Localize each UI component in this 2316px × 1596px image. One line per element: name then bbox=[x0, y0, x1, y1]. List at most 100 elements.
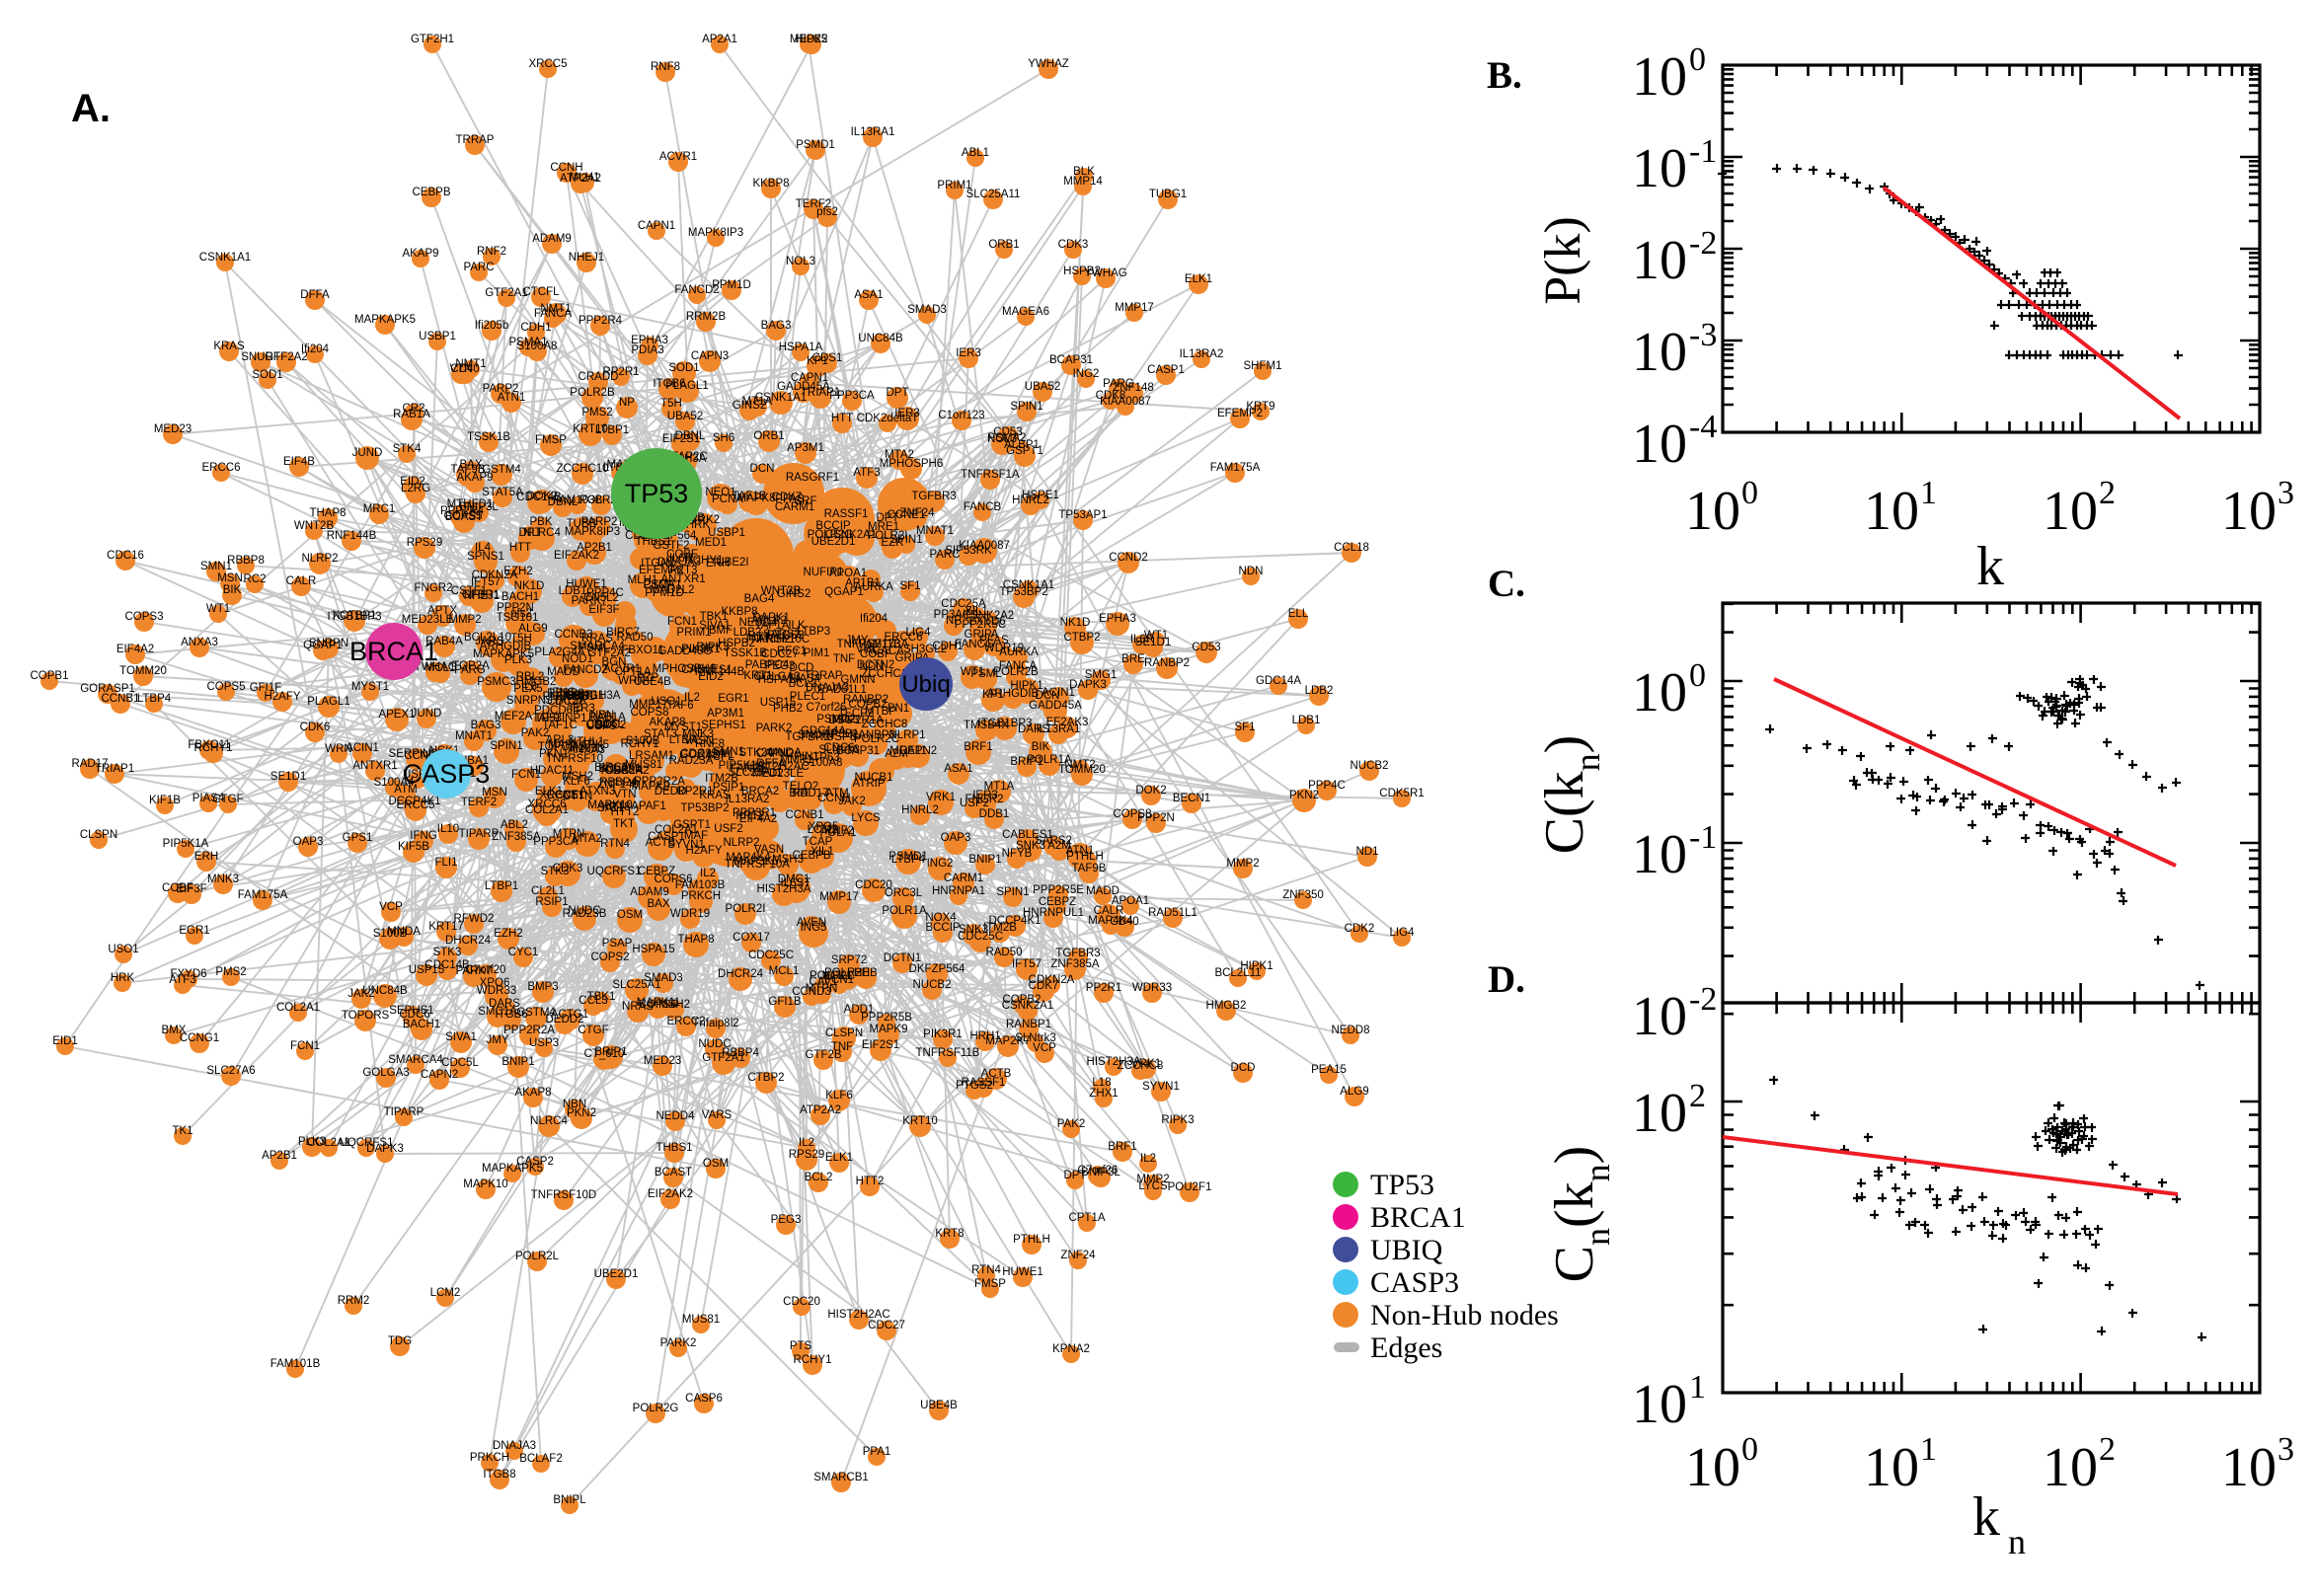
svg-text:NK1D: NK1D bbox=[1060, 617, 1091, 629]
svg-text:GTF2B: GTF2B bbox=[805, 1049, 841, 1061]
svg-text:CCNB1: CCNB1 bbox=[786, 809, 824, 821]
svg-text:AP2B1: AP2B1 bbox=[577, 542, 612, 554]
svg-text:CAPN1: CAPN1 bbox=[638, 220, 675, 232]
svg-text:MED1: MED1 bbox=[695, 537, 727, 549]
svg-text:TAF9: TAF9 bbox=[532, 713, 559, 724]
svg-text:PN1: PN1 bbox=[888, 703, 909, 715]
svg-text:RASGRF1: RASGRF1 bbox=[786, 472, 839, 484]
svg-text:IER3: IER3 bbox=[956, 347, 981, 359]
svg-text:LTBP1: LTBP1 bbox=[595, 424, 629, 436]
svg-text:CTCF: CTCF bbox=[644, 579, 674, 591]
svg-text:SMAD3: SMAD3 bbox=[907, 304, 947, 316]
svg-text:TRRAP: TRRAP bbox=[805, 670, 843, 682]
svg-text:AKAP8: AKAP8 bbox=[649, 717, 685, 728]
svg-text:RFC1: RFC1 bbox=[777, 646, 807, 657]
svg-text:HSPA15: HSPA15 bbox=[632, 944, 674, 955]
svg-text:TELO2: TELO2 bbox=[783, 781, 818, 793]
svg-text:HTT2: HTT2 bbox=[856, 1176, 885, 1187]
svg-text:SLC27A6: SLC27A6 bbox=[206, 1065, 255, 1077]
svg-text:LCM2: LCM2 bbox=[430, 1287, 461, 1299]
svg-text:DPT: DPT bbox=[519, 527, 542, 539]
svg-text:CEBPZ: CEBPZ bbox=[1039, 896, 1076, 908]
svg-text:FAM175A: FAM175A bbox=[238, 889, 288, 901]
svg-text:RAD23A: RAD23A bbox=[669, 755, 714, 767]
svg-text:ALG9: ALG9 bbox=[518, 623, 547, 635]
svg-text:XCTBP1: XCTBP1 bbox=[333, 610, 377, 622]
svg-text:k: k bbox=[1972, 1486, 2000, 1548]
svg-text:ORC3L: ORC3L bbox=[885, 887, 923, 899]
svg-text:WDR19: WDR19 bbox=[670, 908, 710, 920]
svg-text:CDC16: CDC16 bbox=[107, 550, 144, 562]
svg-text:COPS3: COPS3 bbox=[125, 611, 164, 623]
svg-text:10: 10 bbox=[1632, 230, 1687, 291]
svg-text:PZP: PZP bbox=[637, 672, 659, 684]
svg-text:HTT: HTT bbox=[509, 542, 531, 554]
svg-text:EGR1: EGR1 bbox=[718, 693, 748, 705]
svg-text:CLSPN: CLSPN bbox=[80, 829, 117, 841]
svg-text:UBIQ: UBIQ bbox=[1370, 1234, 1443, 1266]
svg-text:MAPK8IP3: MAPK8IP3 bbox=[688, 227, 743, 239]
svg-text:JMY: JMY bbox=[487, 1034, 509, 1046]
svg-text:PPM1D: PPM1D bbox=[712, 279, 751, 291]
svg-text:PTS: PTS bbox=[790, 1340, 812, 1352]
svg-text:GRIPA: GRIPA bbox=[965, 629, 999, 641]
svg-text:CN5L2: CN5L2 bbox=[583, 592, 619, 604]
svg-text:PEA15: PEA15 bbox=[1311, 1064, 1347, 1076]
svg-text:10: 10 bbox=[1864, 481, 1919, 542]
svg-text:SHFM1: SHFM1 bbox=[1244, 360, 1282, 372]
svg-text:IL2: IL2 bbox=[799, 1137, 814, 1149]
svg-text:DCN: DCN bbox=[1036, 690, 1060, 702]
svg-text:FCN1: FCN1 bbox=[290, 1040, 320, 1052]
svg-text:B.: B. bbox=[1487, 54, 1522, 97]
svg-text:ANXA3: ANXA3 bbox=[181, 637, 218, 648]
svg-text:-2: -2 bbox=[1689, 225, 1717, 262]
svg-text:IFT57: IFT57 bbox=[471, 576, 501, 588]
svg-text:EID2: EID2 bbox=[698, 671, 724, 683]
svg-text:CCNG1: CCNG1 bbox=[180, 1032, 219, 1044]
svg-text:TP53: TP53 bbox=[1370, 1169, 1434, 1201]
svg-text:GADD45A: GADD45A bbox=[777, 381, 830, 393]
svg-text:THAP8: THAP8 bbox=[309, 507, 346, 519]
svg-text:DMC1: DMC1 bbox=[778, 874, 811, 885]
svg-text:ATP2A2: ATP2A2 bbox=[800, 1104, 841, 1116]
svg-text:JAK2: JAK2 bbox=[347, 988, 375, 1000]
svg-text:JUND: JUND bbox=[352, 447, 383, 459]
svg-text:SMG1: SMG1 bbox=[1085, 669, 1118, 681]
svg-text:BNIP1: BNIP1 bbox=[968, 854, 1001, 866]
svg-text:ZCCHC10: ZCCHC10 bbox=[556, 463, 608, 475]
svg-text:HUWE1: HUWE1 bbox=[1002, 1266, 1043, 1278]
svg-text:MAF: MAF bbox=[684, 830, 708, 842]
svg-text:TNFRSF11B: TNFRSF11B bbox=[916, 1047, 980, 1059]
svg-text:SOD1: SOD1 bbox=[252, 369, 282, 381]
svg-text:ASA1: ASA1 bbox=[854, 289, 883, 301]
svg-text:IL2: IL2 bbox=[1140, 1153, 1156, 1165]
svg-text:BCCIP: BCCIP bbox=[925, 922, 960, 934]
svg-text:PABPC4: PABPC4 bbox=[745, 659, 790, 671]
svg-text:TNFRSF10D: TNFRSF10D bbox=[531, 1189, 596, 1201]
svg-text:KLF6: KLF6 bbox=[825, 1090, 853, 1102]
svg-text:LYCS: LYCS bbox=[851, 812, 881, 824]
svg-text:HEB: HEB bbox=[854, 967, 878, 979]
svg-text:CDC27: CDC27 bbox=[868, 1320, 905, 1331]
svg-text:CTGF: CTGF bbox=[212, 794, 243, 805]
svg-text:LTBP4: LTBP4 bbox=[137, 693, 172, 705]
svg-text:Ifi205b: Ifi205b bbox=[475, 320, 509, 332]
svg-text:PP2R1: PP2R1 bbox=[1086, 982, 1121, 994]
svg-text:DEDD: DEDD bbox=[655, 786, 687, 798]
svg-text:n: n bbox=[2008, 1522, 2026, 1561]
svg-text:STK3: STK3 bbox=[433, 947, 462, 958]
svg-text:KRT9: KRT9 bbox=[1246, 401, 1274, 413]
svg-text:YWHAZ: YWHAZ bbox=[1028, 58, 1069, 70]
svg-text:CT_610: CT_610 bbox=[584, 1048, 625, 1060]
svg-text:GFI1F: GFI1F bbox=[250, 682, 282, 694]
svg-text:CDK2: CDK2 bbox=[1345, 923, 1375, 935]
svg-text:KRT10: KRT10 bbox=[902, 1115, 938, 1127]
svg-text:PHB2: PHB2 bbox=[773, 703, 803, 715]
svg-text:FLI1: FLI1 bbox=[434, 857, 457, 869]
svg-text:CASP2: CASP2 bbox=[516, 1156, 554, 1168]
svg-text:AP3M1: AP3M1 bbox=[787, 442, 824, 454]
svg-text:THAP8: THAP8 bbox=[677, 934, 714, 946]
svg-text:BGN: BGN bbox=[602, 656, 627, 668]
svg-text:GPS1: GPS1 bbox=[343, 832, 373, 844]
svg-text:LIG4: LIG4 bbox=[906, 627, 932, 639]
